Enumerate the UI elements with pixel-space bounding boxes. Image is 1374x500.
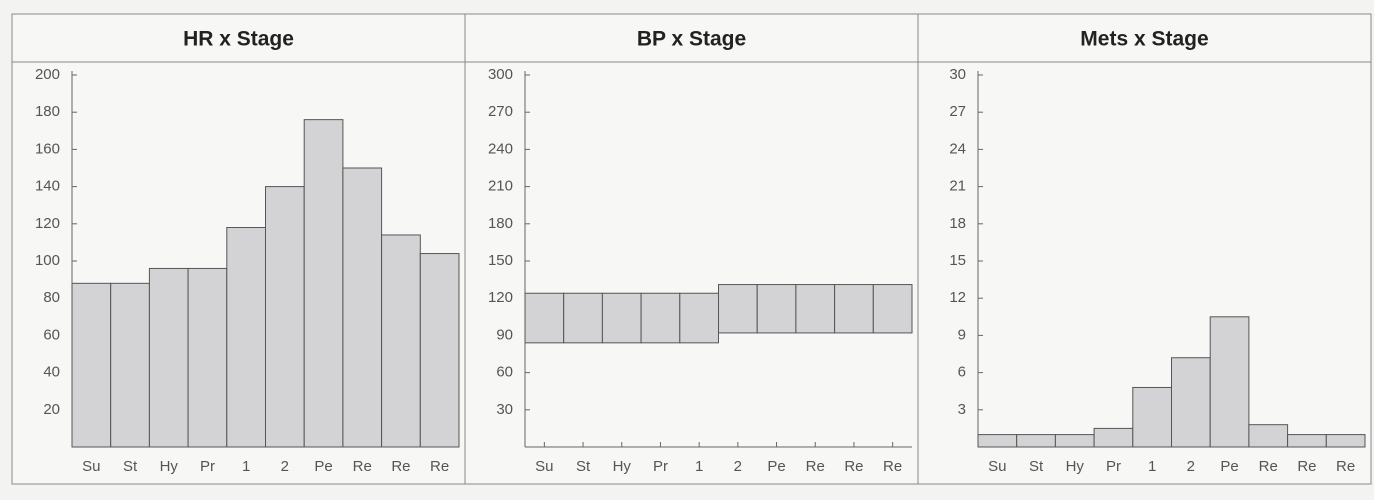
x-tick-label: 1 <box>242 458 250 475</box>
y-tick-label: 90 <box>496 326 513 343</box>
y-tick-label: 30 <box>949 66 966 83</box>
x-tick-label: Re <box>1297 458 1316 475</box>
panel-title: Mets x Stage <box>1080 28 1208 51</box>
x-tick-label: Re <box>883 458 902 475</box>
bar <box>148 267 189 448</box>
y-tick-label: 6 <box>958 364 966 381</box>
x-tick-label: Hy <box>613 458 632 475</box>
bar <box>110 282 150 448</box>
x-tick-label: 1 <box>695 458 703 475</box>
bar <box>303 119 344 448</box>
y-tick-label: 15 <box>949 252 966 269</box>
range-bar <box>872 284 913 334</box>
x-tick-label: Re <box>353 458 372 475</box>
y-tick-label: 20 <box>43 401 60 418</box>
x-tick-label: 2 <box>734 458 742 475</box>
x-tick-label: St <box>123 458 138 475</box>
y-tick-label: 21 <box>949 178 966 195</box>
range-bar <box>756 284 797 334</box>
bar <box>265 186 305 448</box>
bar <box>419 253 460 448</box>
bar <box>1132 386 1173 448</box>
x-tick-label: St <box>576 458 591 475</box>
y-tick-label: 80 <box>43 289 60 306</box>
x-tick-label: 1 <box>1148 458 1156 475</box>
bar <box>1287 434 1327 448</box>
x-tick-label: Pr <box>653 458 668 475</box>
y-tick-label: 40 <box>43 364 60 381</box>
x-tick-label: 2 <box>1187 458 1195 475</box>
y-tick-label: 18 <box>949 215 966 232</box>
y-tick-label: 3 <box>958 401 966 418</box>
y-tick-label: 140 <box>35 178 60 195</box>
x-tick-label: Re <box>844 458 863 475</box>
range-bar <box>795 284 836 334</box>
range-bar <box>563 292 603 344</box>
range-bar <box>679 292 719 344</box>
bar <box>977 434 1018 448</box>
x-tick-label: Re <box>1259 458 1278 475</box>
x-tick-label: Re <box>430 458 449 475</box>
bar <box>71 282 112 448</box>
y-tick-label: 30 <box>496 401 513 418</box>
y-tick-label: 100 <box>35 252 60 269</box>
bar <box>1016 434 1056 448</box>
y-tick-label: 27 <box>949 103 966 120</box>
y-tick-label: 210 <box>488 178 513 195</box>
x-tick-label: Hy <box>160 458 179 475</box>
x-tick-label: Re <box>1336 458 1355 475</box>
y-tick-label: 60 <box>43 326 60 343</box>
y-tick-label: 180 <box>488 215 513 232</box>
x-tick-label: Su <box>988 458 1006 475</box>
bar <box>1248 424 1289 448</box>
y-tick-label: 12 <box>949 289 966 306</box>
y-tick-label: 160 <box>35 140 60 157</box>
bar <box>1054 434 1095 448</box>
bar <box>1093 427 1134 448</box>
bar <box>1171 357 1211 448</box>
x-tick-label: Pe <box>314 458 332 475</box>
x-tick-label: Re <box>391 458 410 475</box>
bar <box>1325 434 1366 448</box>
y-tick-label: 200 <box>35 66 60 83</box>
x-tick-label: Pe <box>767 458 785 475</box>
y-tick-label: 270 <box>488 103 513 120</box>
range-bar <box>524 292 565 344</box>
range-bar <box>718 284 758 334</box>
x-tick-label: Pr <box>200 458 215 475</box>
bar <box>381 234 421 448</box>
panel-title: BP x Stage <box>637 28 746 51</box>
bar <box>1209 316 1250 448</box>
bar <box>187 267 228 448</box>
panel-title: HR x Stage <box>183 28 294 51</box>
y-tick-label: 9 <box>958 326 966 343</box>
x-tick-label: Su <box>535 458 553 475</box>
x-tick-label: Pr <box>1106 458 1121 475</box>
range-bar <box>601 292 642 344</box>
y-tick-label: 120 <box>35 215 60 232</box>
bar <box>342 167 383 448</box>
y-tick-label: 60 <box>496 364 513 381</box>
y-tick-label: 240 <box>488 140 513 157</box>
y-tick-label: 150 <box>488 252 513 269</box>
x-tick-label: Pe <box>1220 458 1238 475</box>
range-bar <box>834 284 874 334</box>
x-tick-label: 2 <box>281 458 289 475</box>
range-bar <box>640 292 681 344</box>
x-tick-label: Su <box>82 458 100 475</box>
y-tick-label: 24 <box>949 140 966 157</box>
y-tick-label: 120 <box>488 289 513 306</box>
x-tick-label: Hy <box>1066 458 1085 475</box>
y-tick-label: 180 <box>35 103 60 120</box>
bar <box>226 227 267 448</box>
y-tick-label: 300 <box>488 66 513 83</box>
x-tick-label: St <box>1029 458 1044 475</box>
x-tick-label: Re <box>806 458 825 475</box>
